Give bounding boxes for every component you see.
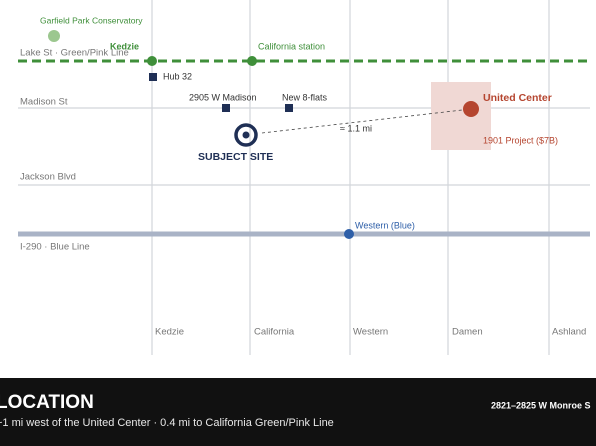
station-label: Kedzie xyxy=(110,41,139,51)
station-dot xyxy=(247,56,257,66)
place-label: Garfield Park Conservatory xyxy=(40,15,143,25)
avenue-label: Ashland xyxy=(552,327,586,338)
united-center-area xyxy=(431,82,491,150)
street-label: I-290 · Blue Line xyxy=(20,242,90,253)
subject-target-center xyxy=(242,131,250,139)
place-label: United Center xyxy=(483,92,552,104)
avenue-label: Kedzie xyxy=(155,327,184,338)
united-center-dot xyxy=(463,101,479,117)
avenue-label: Damen xyxy=(452,327,483,338)
street-label: Jackson Blvd xyxy=(20,172,76,183)
street-label: Lake St · Green/Pink Line xyxy=(20,48,129,59)
street-label: Madison St xyxy=(20,97,68,108)
subject-label: SUBJECT SITE xyxy=(198,151,273,163)
avenue-label: California xyxy=(254,327,295,338)
station-dot xyxy=(344,229,354,239)
map-bg xyxy=(0,0,596,378)
station-label: California station xyxy=(258,41,325,51)
footer-address: 2821–2825 W Monroe S xyxy=(491,400,591,410)
site-marker xyxy=(222,104,230,112)
site-marker xyxy=(149,73,157,81)
footer xyxy=(0,378,596,446)
conservatory-dot xyxy=(48,30,60,42)
footer-title: LOCATION xyxy=(0,392,94,413)
avenue-label: Western xyxy=(353,327,388,338)
footer-subtitle: ~1 mi west of the United Center · 0.4 mi… xyxy=(0,417,334,429)
place-label: 2905 W Madison xyxy=(189,92,257,102)
distance-label: ≈ 1.1 mi xyxy=(340,123,372,133)
place-label: Hub 32 xyxy=(163,71,192,81)
site-marker xyxy=(285,104,293,112)
subject-target xyxy=(234,123,258,147)
station-label: Western (Blue) xyxy=(355,220,415,230)
place-label: New 8-flats xyxy=(282,92,328,102)
station-dot xyxy=(147,56,157,66)
place-label: 1901 Project ($7B) xyxy=(483,135,558,145)
distance-line xyxy=(261,108,472,134)
